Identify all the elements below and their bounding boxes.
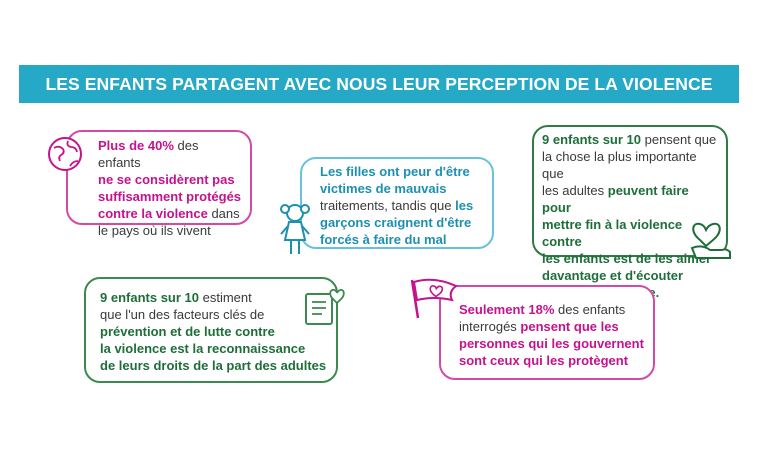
stat-card-protection: Plus de 40% des enfants ne se considèren… — [66, 130, 252, 238]
heart-hand-icon — [690, 222, 731, 259]
card1-text: Plus de — [98, 138, 148, 153]
card3-text: davantage et d'écouter — [542, 268, 684, 283]
card5-text: pensent que les — [520, 319, 619, 334]
stat-card-government: Seulement 18% des enfants interrogés pen… — [439, 285, 655, 380]
card2-text: traitements, tandis que — [320, 198, 456, 213]
card1-text: contre la violence — [98, 206, 208, 221]
card3-text: pensent que — [641, 132, 717, 147]
card5-text: Seulement — [459, 302, 529, 317]
card4-text: enfants sur — [107, 290, 185, 305]
page-title-banner: LES ENFANTS PARTAGENT AVEC NOUS LEUR PER… — [19, 65, 739, 103]
card4-text: estiment — [199, 290, 252, 305]
page-title: LES ENFANTS PARTAGENT AVEC NOUS LEUR PER… — [45, 73, 713, 94]
card3-text: la chose la plus importante que — [542, 149, 697, 181]
card3-text: mettre fin à la violence contre — [542, 217, 683, 249]
card1-text: le pays où ils vivent — [98, 223, 211, 238]
heart-flag-icon — [410, 278, 458, 319]
card3-text: 10 — [626, 132, 641, 147]
girl-icon — [280, 204, 310, 254]
card4-text: de leurs droits de la part des adultes — [100, 358, 327, 373]
card3-text: 9 — [542, 132, 550, 147]
stat-card-rights: 9 enfants sur 10 estiment que l'un des f… — [84, 277, 338, 383]
card4-text: que l'un des facteurs clés de — [100, 307, 265, 322]
card3-text: peuvent faire pour — [542, 183, 689, 215]
card5-text: personnes qui les gouvernent — [459, 336, 644, 351]
card4-text: la violence est la reconnaissance — [100, 341, 306, 356]
book-heart-icon — [305, 289, 345, 325]
card1-text: suffisamment protégés — [98, 189, 242, 204]
card2-text: forcés à faire du mal — [320, 232, 447, 247]
card3-text: les enfants est de les aimer — [542, 251, 712, 266]
card4-text: 10 — [184, 290, 199, 305]
card5-text: des enfants — [554, 302, 626, 317]
stat-card-fears: Les filles ont peur d'être victimes de m… — [300, 157, 494, 249]
card5-text: interrogés — [459, 319, 521, 334]
card1-text: 40% — [147, 138, 174, 153]
card2-text: garçons craignent d'être — [320, 215, 472, 230]
card2-text: victimes de mauvais — [320, 181, 447, 196]
card1-text: des enfants — [98, 138, 199, 170]
card1-text: ne se considèrent pas — [98, 172, 235, 187]
card5-text: 18% — [528, 302, 555, 317]
globe-icon — [48, 137, 82, 171]
card4-text: 9 — [100, 290, 108, 305]
card2-text: Les filles ont peur d'être — [320, 164, 470, 179]
card1-text: dans — [207, 206, 240, 221]
stat-card-adults-love: 9 enfants sur 10 pensent que la chose la… — [532, 125, 728, 300]
card3-text: les adultes — [542, 183, 608, 198]
card3-text: enfants sur — [549, 132, 627, 147]
card5-text: sont ceux qui les protègent — [459, 353, 629, 368]
card4-text: prévention et de lutte contre — [100, 324, 275, 339]
card2-text: les — [455, 198, 474, 213]
